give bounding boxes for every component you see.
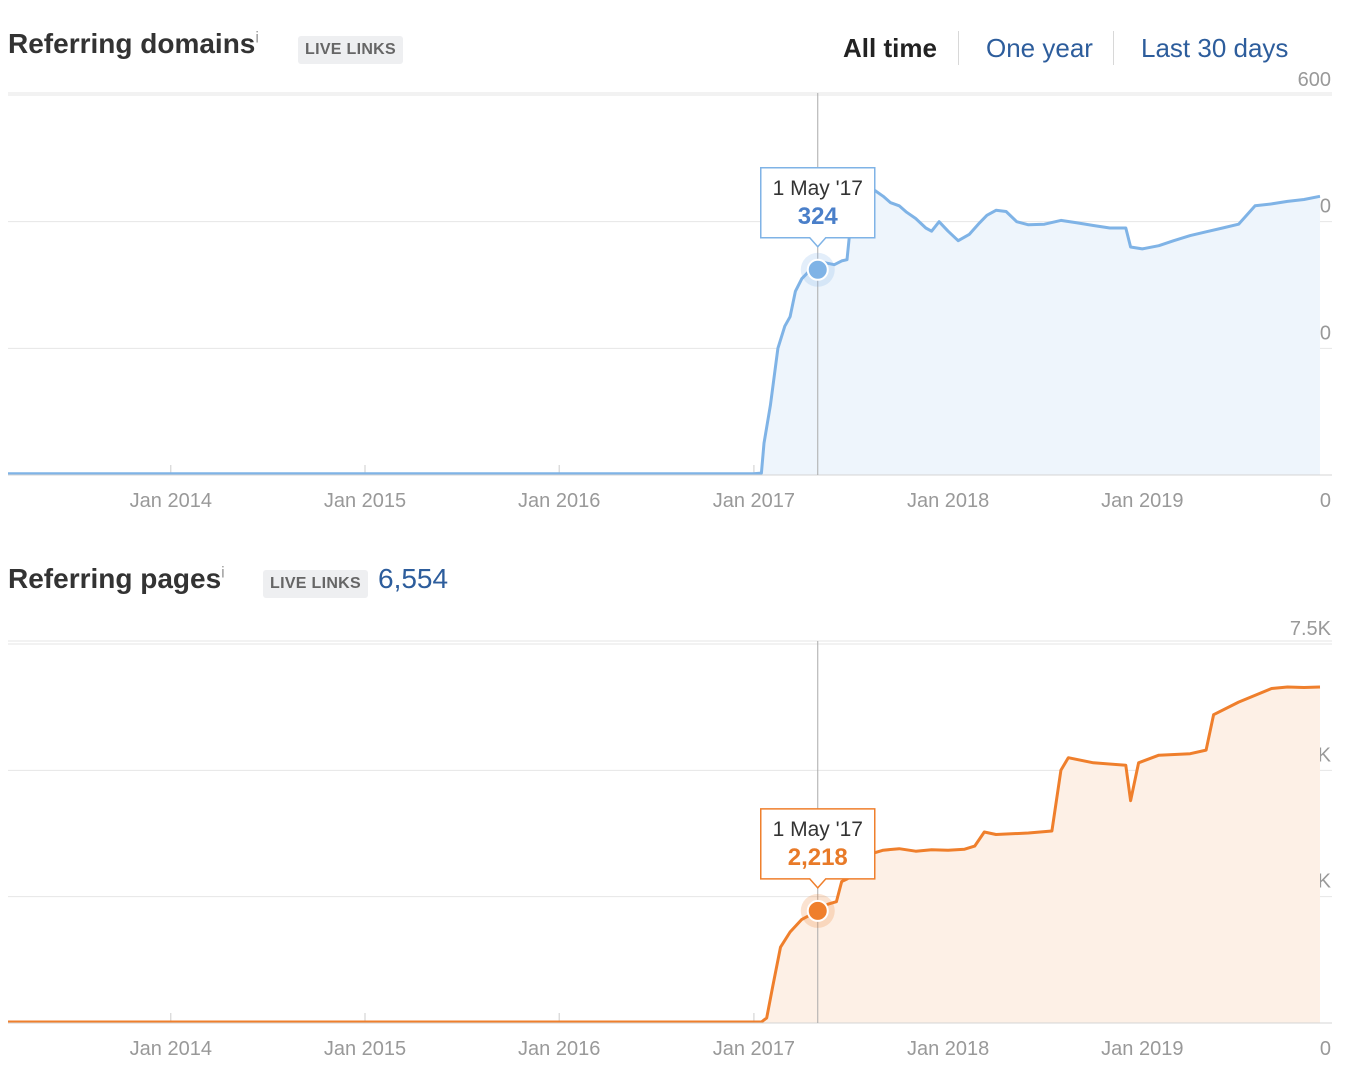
x-tick-label: Jan 2019	[1101, 490, 1183, 512]
y-tick-label: 0	[1320, 1038, 1331, 1060]
pages-area-fill	[8, 687, 1320, 1023]
domains-tooltip-date: 1 May '17	[773, 177, 863, 200]
pages-tooltip: 1 May '17 2,218	[760, 808, 876, 890]
y-tick-label: 7.5K	[1290, 618, 1332, 640]
pages-tooltip-box	[760, 808, 876, 890]
pages-tooltip-value: 2,218	[788, 844, 848, 871]
domains-title: Referring domains	[8, 28, 256, 59]
x-tick-label: Jan 2016	[518, 490, 600, 512]
x-tick-label: Jan 2016	[518, 1038, 600, 1060]
x-tick-label: Jan 2018	[907, 1038, 989, 1060]
pages-tooltip-date: 1 May '17	[773, 818, 863, 841]
x-tick-label: Jan 2015	[324, 490, 406, 512]
x-tick-label: Jan 2017	[713, 490, 795, 512]
domains-title-group: Referring domainsi	[8, 28, 259, 60]
x-tick-label: Jan 2015	[324, 1038, 406, 1060]
pages-live-links-badge: LIVE LINKS	[263, 570, 369, 598]
pages-title: Referring pages	[8, 563, 222, 594]
pages-title-group: Referring pagesi	[8, 563, 225, 595]
range-tab-all-time[interactable]: All time	[843, 33, 937, 63]
domains-area-fill	[8, 190, 1320, 475]
domains-info-icon[interactable]: i	[255, 29, 259, 47]
pages-hover-point	[806, 899, 829, 922]
domains-live-links-badge: LIVE LINKS	[298, 36, 404, 64]
range-tab-last-30-days[interactable]: Last 30 days	[1141, 33, 1289, 63]
x-tick-label: Jan 2014	[130, 1038, 212, 1060]
range-separator	[1113, 31, 1114, 65]
range-separator	[958, 31, 959, 65]
domains-tooltip-value: 324	[798, 203, 839, 230]
y-tick-label: 0	[1320, 490, 1331, 512]
pages-info-icon[interactable]: i	[221, 564, 225, 582]
range-tab-one-year[interactable]: One year	[986, 33, 1093, 63]
x-tick-label: Jan 2019	[1101, 1038, 1183, 1060]
x-tick-label: Jan 2017	[713, 1038, 795, 1060]
domains-series-line	[8, 188, 1321, 476]
x-tick-label: Jan 2014	[130, 490, 212, 512]
pages-count[interactable]: 6,554	[378, 563, 449, 594]
domains-hover-point	[806, 258, 829, 281]
domains-tooltip-box	[760, 167, 876, 248]
y-tick-label: 600	[1298, 69, 1331, 91]
x-tick-label: Jan 2018	[907, 490, 989, 512]
domains-tooltip: 1 May '17 324	[760, 167, 876, 248]
